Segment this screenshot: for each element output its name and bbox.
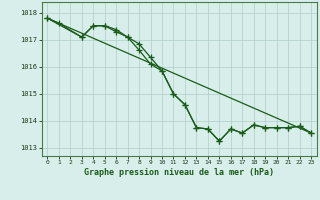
X-axis label: Graphe pression niveau de la mer (hPa): Graphe pression niveau de la mer (hPa) — [84, 168, 274, 177]
